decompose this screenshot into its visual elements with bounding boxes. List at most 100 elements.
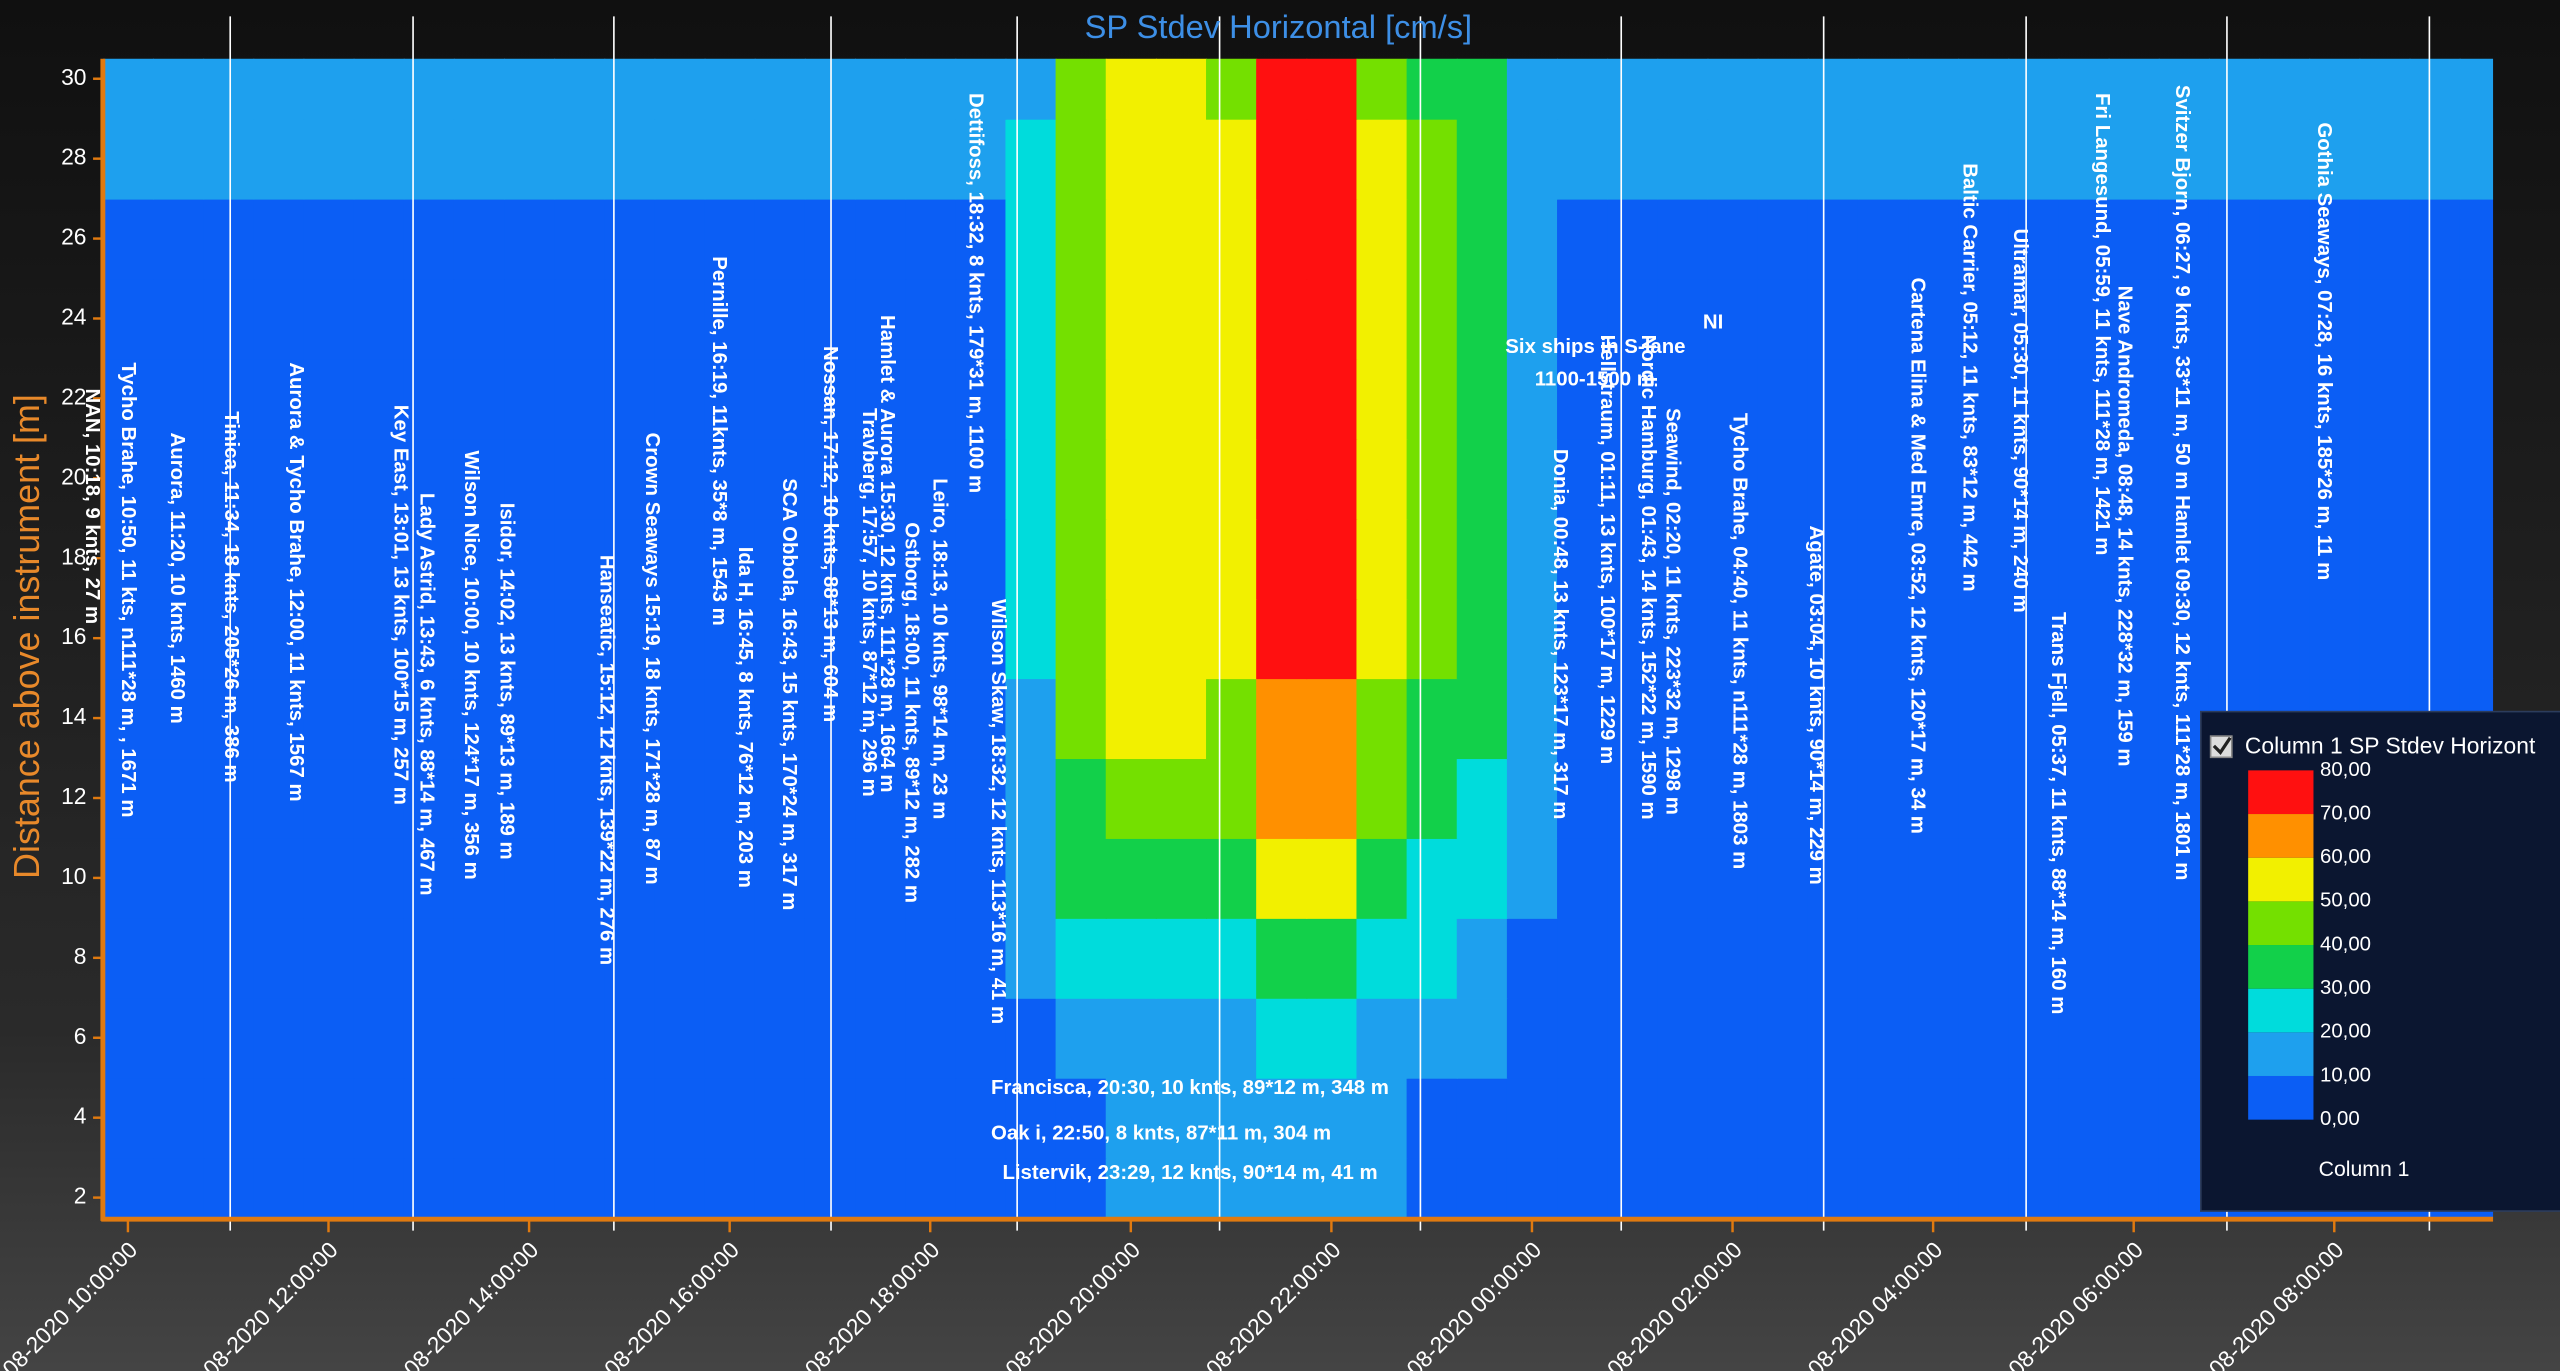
contour-cell bbox=[1407, 758, 1458, 839]
annotation: Listervik, 23:29, 12 knts, 90*14 m, 41 m bbox=[1002, 1162, 1377, 1184]
contour-cell bbox=[1808, 199, 1859, 280]
contour-cell bbox=[654, 918, 705, 999]
contour-cell bbox=[2109, 1078, 2160, 1159]
legend-swatch bbox=[2248, 1032, 2313, 1076]
contour-cell bbox=[1407, 998, 1458, 1079]
contour-cell bbox=[1056, 358, 1107, 439]
contour-cell bbox=[404, 1078, 455, 1159]
contour-cell bbox=[1557, 199, 1608, 280]
contour-cell bbox=[253, 199, 304, 280]
contour-cell bbox=[554, 998, 605, 1079]
contour-cell bbox=[153, 758, 204, 839]
contour-cell bbox=[1156, 358, 1207, 439]
contour-cell bbox=[404, 998, 455, 1079]
contour-cell bbox=[1206, 279, 1257, 360]
annotation: Isidor, 14:02, 13 knts, 89*13 m, 189 m bbox=[496, 503, 518, 860]
legend-tick-label: 20,00 bbox=[2320, 1021, 2371, 1043]
contour-cell bbox=[303, 518, 354, 599]
contour-cell bbox=[1005, 119, 1056, 200]
contour-cell bbox=[2359, 358, 2410, 439]
contour-cell bbox=[1356, 838, 1407, 919]
contour-cell bbox=[1607, 1078, 1658, 1159]
contour-cell bbox=[1758, 838, 1809, 919]
contour-cell bbox=[1106, 678, 1157, 759]
contour-cell bbox=[1808, 918, 1859, 999]
contour-cell bbox=[1005, 998, 1056, 1079]
contour-cell bbox=[1005, 518, 1056, 599]
contour-cell bbox=[955, 518, 1006, 599]
contour-cell bbox=[1356, 358, 1407, 439]
contour-cell bbox=[1707, 199, 1758, 280]
contour-cell bbox=[2008, 1078, 2059, 1159]
contour-cell bbox=[1407, 119, 1458, 200]
contour-cell bbox=[1758, 758, 1809, 839]
contour-cell bbox=[1156, 438, 1207, 519]
contour-cell bbox=[1457, 678, 1508, 759]
contour-cell bbox=[1557, 918, 1608, 999]
contour-cell bbox=[1457, 279, 1508, 360]
contour-cell bbox=[1356, 199, 1407, 280]
contour-cell bbox=[1958, 998, 2009, 1079]
annotation: Agate, 03:04, 10 knts, 90*14 m, 229 m bbox=[1805, 526, 1827, 885]
contour-cell bbox=[1206, 998, 1257, 1079]
contour-cell bbox=[354, 838, 405, 919]
contour-cell bbox=[1457, 199, 1508, 280]
annotation: Tinica, 11:34, 18 knts, 205*26 m, 386 m bbox=[220, 411, 242, 782]
contour-cell bbox=[354, 279, 405, 360]
y-tick-label: 26 bbox=[61, 224, 86, 250]
contour-cell bbox=[2209, 358, 2260, 439]
contour-cell bbox=[2109, 838, 2160, 919]
contour-cell bbox=[2259, 598, 2310, 679]
legend: Column 1 SP Stdev Horizont Column 1 0,00… bbox=[2201, 712, 2560, 1211]
contour-cell bbox=[1657, 838, 1708, 919]
contour-cell bbox=[1707, 119, 1758, 200]
contour-cell bbox=[1908, 838, 1959, 919]
contour-cell bbox=[1557, 998, 1608, 1079]
annotation: SCA Obbola, 16:43, 15 knts, 170*24 m, 31… bbox=[778, 478, 800, 910]
contour-cell bbox=[1758, 918, 1809, 999]
contour-cell bbox=[303, 199, 354, 280]
contour-cell bbox=[354, 199, 405, 280]
contour-cell bbox=[504, 998, 555, 1079]
contour-cell bbox=[855, 998, 906, 1079]
contour-cell bbox=[1607, 119, 1658, 200]
contour-cell bbox=[1256, 358, 1307, 439]
contour-cell bbox=[1858, 279, 1909, 360]
contour-cell bbox=[554, 438, 605, 519]
contour-cell bbox=[1005, 199, 1056, 280]
contour-cell bbox=[1657, 119, 1708, 200]
contour-cell bbox=[1657, 199, 1708, 280]
contour-cell bbox=[654, 998, 705, 1079]
contour-cell bbox=[2109, 199, 2160, 280]
annotation: NI bbox=[1703, 312, 1723, 334]
contour-cell bbox=[303, 918, 354, 999]
annotation: Ultramar, 05:30, 11 knts, 90*14 m, 240 m bbox=[2009, 229, 2031, 613]
contour-cell bbox=[153, 998, 204, 1079]
contour-cell bbox=[2008, 119, 2059, 200]
contour-cell bbox=[1056, 998, 1107, 1079]
contour-cell bbox=[1808, 998, 1859, 1079]
contour-cell bbox=[1407, 1078, 1458, 1159]
contour-cell bbox=[203, 279, 254, 360]
contour-cell bbox=[1106, 119, 1157, 200]
y-tick-label: 16 bbox=[61, 623, 86, 649]
contour-cell bbox=[1908, 1078, 1959, 1159]
contour-cell bbox=[654, 1078, 705, 1159]
legend-tick-label: 30,00 bbox=[2320, 977, 2371, 999]
contour-cell bbox=[1958, 838, 2009, 919]
contour-cell bbox=[1156, 918, 1207, 999]
contour-cell bbox=[1808, 1078, 1859, 1159]
contour-cell bbox=[303, 678, 354, 759]
contour-cell bbox=[1056, 758, 1107, 839]
contour-cell bbox=[1407, 678, 1458, 759]
contour-cell bbox=[1908, 918, 1959, 999]
contour-cell bbox=[303, 358, 354, 439]
contour-cell bbox=[1507, 199, 1558, 280]
contour-cell bbox=[2409, 518, 2460, 599]
contour-cell bbox=[1808, 438, 1859, 519]
contour-cell bbox=[1607, 838, 1658, 919]
contour-cell bbox=[705, 918, 756, 999]
legend-label: Column 1 bbox=[2319, 1158, 2410, 1181]
contour-cell bbox=[2259, 199, 2310, 280]
legend-title: Column 1 SP Stdev Horizont bbox=[2245, 733, 2536, 759]
